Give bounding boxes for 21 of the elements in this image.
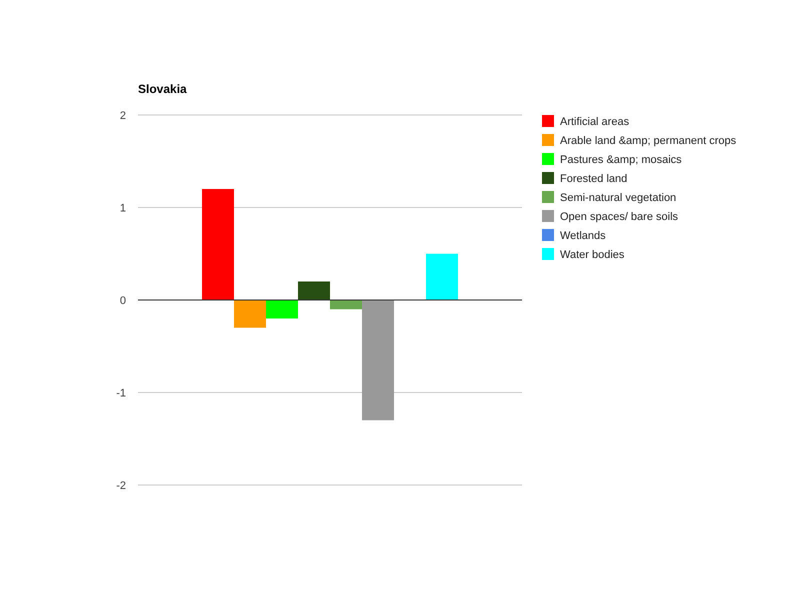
- legend-label: Artificial areas: [560, 116, 630, 128]
- legend-label: Pastures &amp; mosaics: [560, 154, 682, 166]
- legend-label: Arable land &amp; permanent crops: [560, 134, 737, 147]
- chart-title: Slovakia: [138, 82, 188, 96]
- legend-label: Open spaces/ bare soils: [560, 210, 679, 223]
- bar: [266, 300, 298, 318]
- y-tick-label: 2: [120, 110, 126, 122]
- legend-label: Semi-natural vegetation: [560, 192, 676, 204]
- bar: [362, 300, 394, 420]
- y-tick-label: -2: [116, 480, 126, 492]
- bar: [426, 254, 458, 300]
- y-tick-label: -1: [116, 387, 126, 400]
- legend-label: Water bodies: [560, 248, 625, 261]
- y-tick-label: 1: [120, 202, 126, 214]
- legend-label: Forested land: [560, 172, 628, 185]
- y-tick-label: 0: [120, 294, 126, 307]
- bar: [234, 300, 266, 328]
- bar: [202, 189, 234, 300]
- legend-label: Wetlands: [560, 230, 606, 242]
- bar: [298, 282, 330, 300]
- bar: [330, 300, 362, 310]
